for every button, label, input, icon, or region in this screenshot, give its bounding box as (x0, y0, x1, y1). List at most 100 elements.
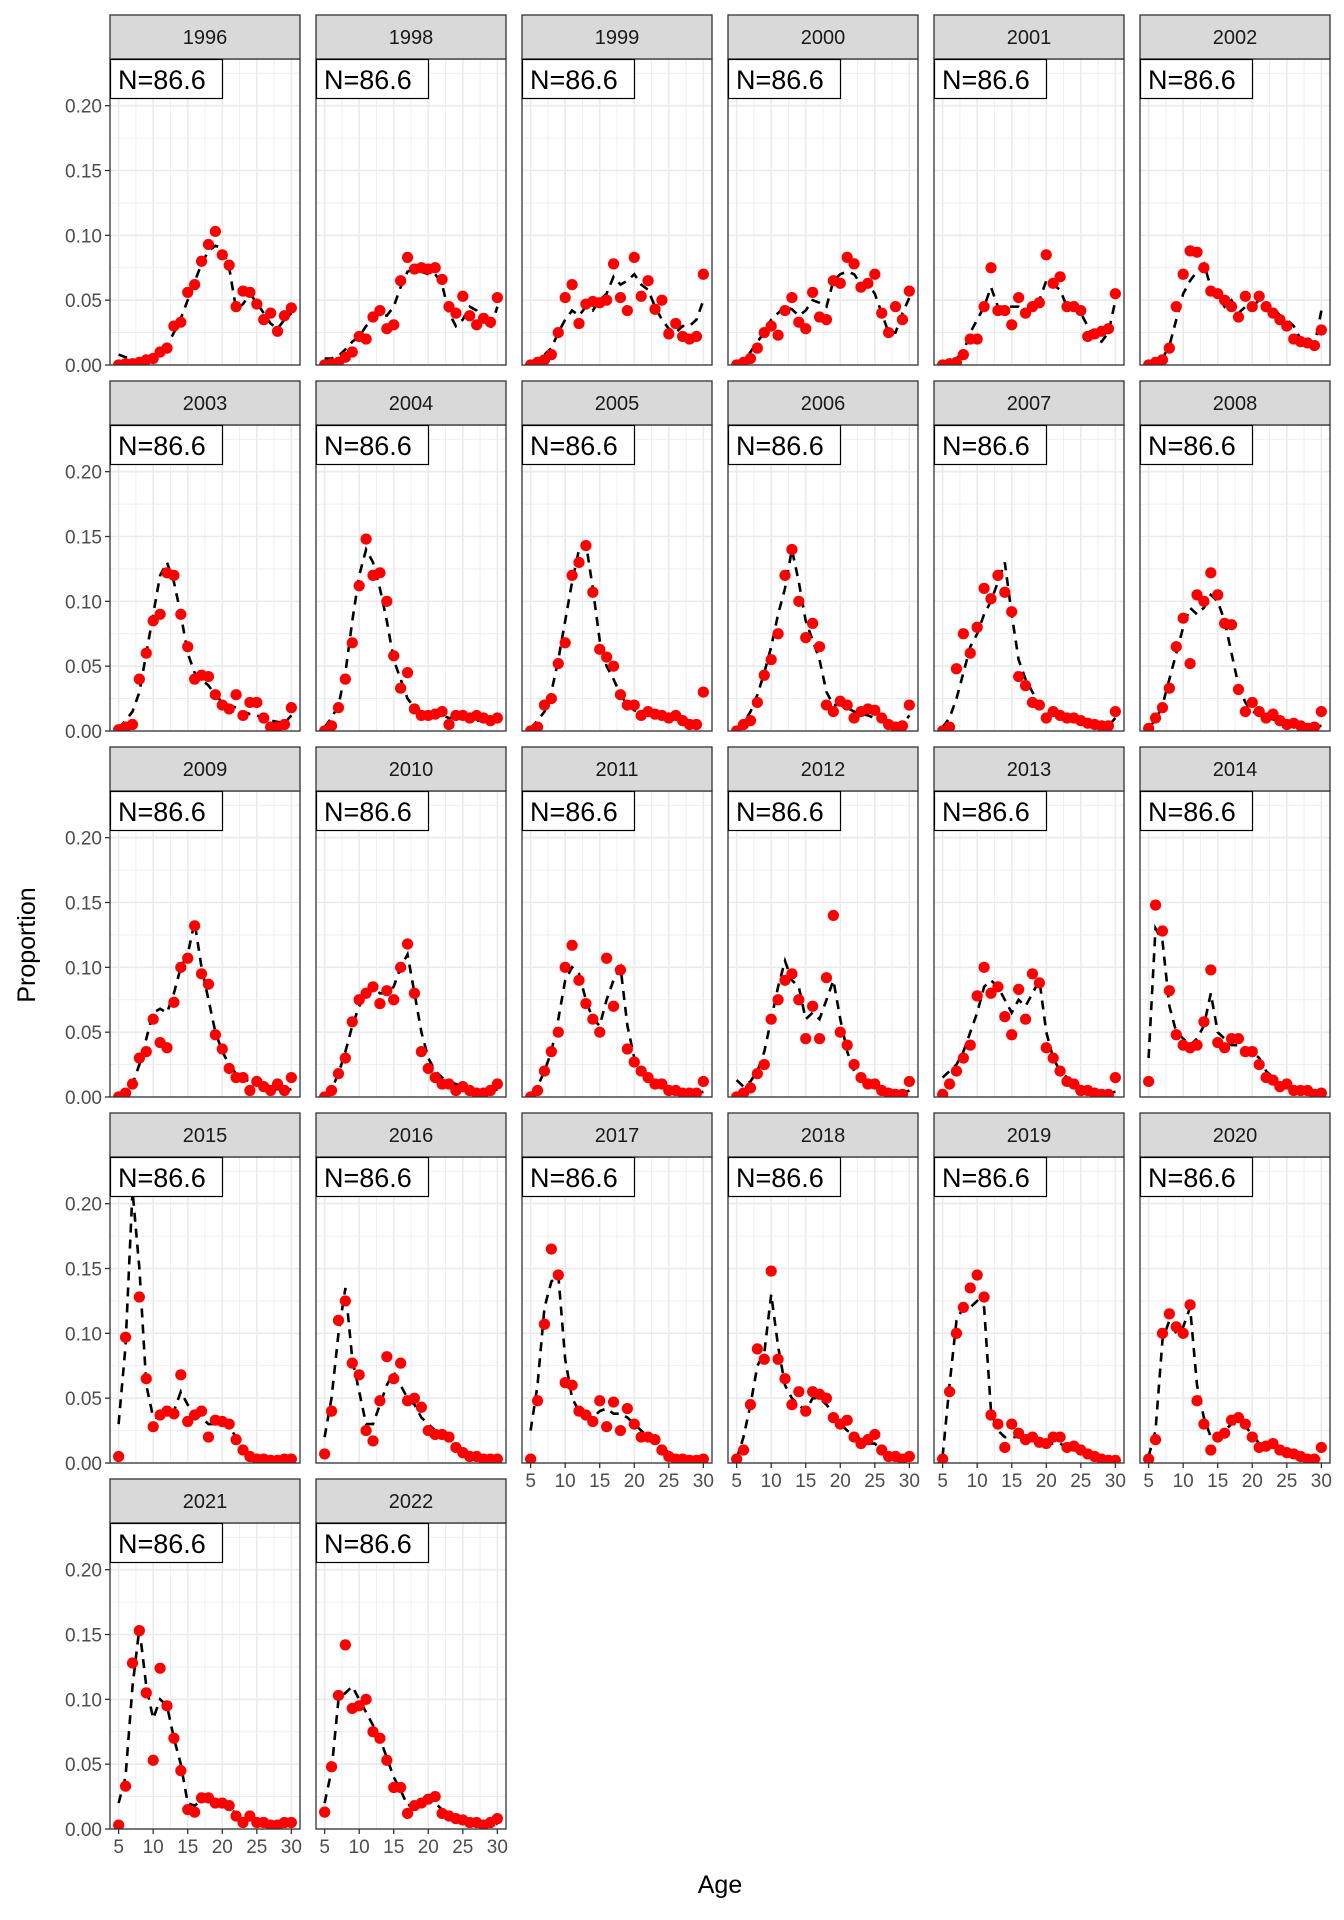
observed-point (126, 1078, 139, 1090)
x-tick-label: 25 (658, 1471, 679, 1492)
observed-point (415, 1401, 427, 1413)
observed-point (545, 1046, 557, 1058)
facet-strip-label: 2004 (389, 393, 434, 415)
observed-point (1170, 1029, 1182, 1041)
sample-size-label: N=86.6 (942, 65, 1030, 95)
observed-point (491, 1813, 503, 1825)
x-tick-label: 10 (1173, 1471, 1194, 1492)
observed-point (697, 1075, 709, 1088)
observed-point (552, 657, 564, 670)
observed-point (649, 303, 661, 315)
facet-strip-label: 2006 (801, 393, 846, 415)
observed-point (903, 1450, 915, 1463)
x-tick-label: 15 (1001, 1471, 1022, 1492)
x-tick-label: 20 (830, 1471, 851, 1492)
observed-point (113, 1819, 125, 1829)
observed-point (999, 1441, 1011, 1454)
observed-point (751, 342, 763, 354)
observed-point (278, 718, 291, 731)
observed-point (126, 718, 139, 731)
facet-strip (109, 1112, 301, 1158)
observed-point (1149, 712, 1162, 724)
observed-point (332, 1068, 345, 1080)
observed-point (147, 1754, 159, 1766)
observed-point (1198, 1418, 1210, 1430)
observed-point (621, 304, 633, 317)
observed-point (1170, 641, 1182, 653)
sample-size-label-box (521, 424, 636, 466)
observed-points (319, 251, 503, 365)
facet-panel-2021: 2021 N=86.6 0.00 0.05 0.10 0.15 0.20 5 10 15 20 25 3… (65, 1478, 302, 1858)
observed-point (202, 670, 215, 683)
observed-points (731, 909, 915, 1097)
observed-point (594, 643, 606, 655)
facet-panel-2009: 2009 N=86.6 0.00 0.05 0.10 0.15 0.20 (65, 746, 301, 1109)
observed-point (978, 961, 990, 973)
observed-point (827, 705, 839, 718)
sample-size-label-box (1139, 58, 1254, 100)
observed-point (566, 569, 578, 582)
x-axis-title: Age (698, 1871, 742, 1899)
observed-point (346, 637, 358, 649)
sample-size-label: N=86.6 (118, 65, 206, 95)
facet-strip-label: 2012 (801, 759, 846, 781)
observed-point (195, 1405, 208, 1417)
y-tick-label: 0.10 (65, 1324, 102, 1345)
sample-size-label: N=86.6 (942, 431, 1030, 461)
facet-panel-2007: 2007 N=86.6 (933, 380, 1125, 732)
observed-point (278, 1084, 291, 1097)
observed-point (628, 699, 640, 711)
observed-point (607, 660, 620, 672)
observed-point (587, 1013, 599, 1025)
observed-point (271, 325, 284, 337)
observed-points (113, 1625, 297, 1829)
observed-point (950, 1065, 963, 1077)
observed-points (113, 1165, 297, 1463)
observed-point (834, 1026, 846, 1038)
observed-point (381, 1754, 393, 1766)
facet-strip (933, 380, 1125, 426)
observed-point (744, 715, 757, 727)
observed-point (545, 692, 557, 705)
observed-point (903, 285, 915, 297)
y-tick-label: 0.05 (65, 1023, 102, 1044)
sample-size-label: N=86.6 (1148, 65, 1236, 95)
observed-point (189, 1806, 201, 1818)
observed-point (690, 1087, 703, 1097)
facet-panel-2012: 2012 N=86.6 (727, 746, 919, 1098)
observed-point (360, 333, 372, 345)
observed-point (1033, 297, 1045, 309)
facet-strip-label: 2014 (1213, 759, 1258, 781)
x-tick-label: 20 (1036, 1471, 1057, 1492)
observed-point (690, 330, 703, 343)
observed-point (367, 1435, 379, 1447)
observed-point (325, 720, 338, 731)
observed-point (395, 682, 407, 694)
observed-points (525, 539, 709, 731)
observed-point (457, 290, 469, 302)
observed-point (1198, 262, 1210, 274)
observed-point (484, 316, 497, 328)
y-tick-label: 0.10 (65, 592, 102, 613)
observed-point (209, 1029, 221, 1041)
observed-point (189, 920, 201, 932)
observed-point (189, 279, 201, 291)
observed-point (957, 628, 969, 640)
sample-size-label-box (109, 1522, 224, 1564)
observed-point (230, 1434, 242, 1446)
observed-point (800, 632, 812, 644)
observed-point (896, 1088, 909, 1097)
observed-point (779, 569, 791, 582)
observed-point (1033, 977, 1045, 989)
observed-point (1184, 657, 1196, 670)
facet-strip (109, 1478, 301, 1524)
facet-strip (1139, 746, 1331, 792)
observed-point (1143, 722, 1155, 731)
observed-point (786, 291, 798, 304)
observed-point (1040, 249, 1052, 261)
sample-size-label-box (1139, 424, 1254, 466)
observed-point (202, 1431, 215, 1443)
observed-point (436, 273, 448, 286)
facet-strip (727, 380, 919, 426)
observed-point (869, 268, 881, 280)
